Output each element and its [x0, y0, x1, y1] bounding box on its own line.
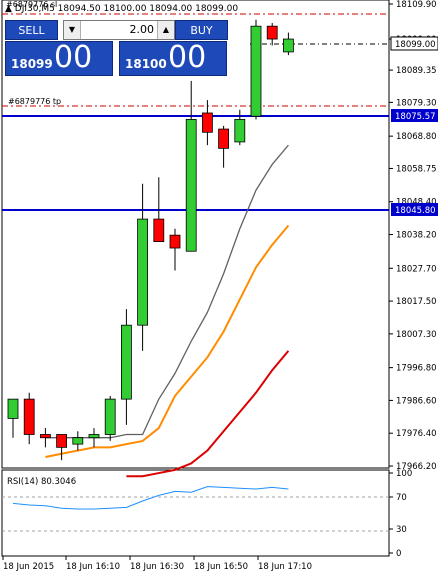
moving-average-ma-fast [45, 144, 289, 439]
price-tick-label: 17996.80 [396, 364, 437, 374]
candle-bullish [88, 434, 100, 439]
lot-decrease-icon[interactable]: ▼ [64, 21, 81, 39]
lot-increase-icon[interactable]: ▲ [157, 21, 174, 39]
moving-average-ma-mid [45, 224, 290, 458]
rsi-label: RSI(14) 80.3046 [7, 477, 76, 487]
rsi-series [12, 486, 289, 510]
candle-bearish [23, 398, 35, 435]
candle-bearish [169, 234, 181, 249]
time-tick-label: 18 Jun 16:10 [66, 562, 120, 572]
rsi-tick-label: 0 [396, 549, 401, 559]
order-sl-label: #6879776 sl [6, 0, 58, 9]
lot-size-field[interactable]: ▼ 2.00 ▲ [63, 20, 175, 40]
lower-line-tag [391, 203, 438, 216]
price-tick-label: 18109.90 [396, 0, 437, 10]
candle-bullish [137, 218, 149, 326]
price-tick-label: 18089.35 [396, 66, 437, 76]
time-axis: 18 Jun 2015 18 Jun 16:10 18 Jun 16:30 18 Ju… [2, 556, 312, 572]
candle-bearish [266, 25, 278, 40]
rsi-axis: 100 70 30 0 [389, 469, 412, 559]
time-tick-label: 18 Jun 17:10 [258, 562, 312, 572]
price-tick-label: 18058.75 [396, 164, 437, 174]
price-tick-label: 18068.80 [396, 132, 437, 142]
candle-bearish [153, 218, 165, 242]
candle-bullish [104, 398, 116, 435]
price-tick-label: 18079.30 [396, 98, 437, 108]
price-tick-label: 18027.70 [396, 264, 437, 274]
lower-line-tag-text: 18045.80 [395, 206, 436, 216]
current-price-tag-text: 18099.00 [395, 40, 436, 50]
one-click-trade-panel: SELL ▼ 2.00 ▲ BUY 18099 00 18100 00 [5, 19, 228, 76]
candle-bullish [282, 38, 294, 53]
candlesticks [7, 19, 294, 461]
upper-line-tag [391, 109, 438, 122]
moving-averages [45, 144, 290, 478]
chart-symbol-ohlc: ▲ DJI30,M5 18094.50 18100.00 18094.00 18… [5, 4, 239, 14]
take-profit-label: #6879776 tp [8, 97, 61, 106]
rsi-tick-label: 100 [396, 469, 412, 479]
rsi-panel-frame [1, 469, 390, 557]
candle-bullish [7, 398, 19, 419]
price-tick-label: 18048.40 [396, 198, 437, 208]
main-chart-frame [1, 0, 390, 469]
candle-bullish [250, 25, 262, 117]
upper-line-tag-text: 18075.57 [395, 112, 436, 122]
price-tick-label: 18038.20 [396, 231, 437, 241]
buy-price-small: 18100 [125, 57, 167, 71]
time-tick-label: 18 Jun 16:30 [130, 562, 184, 572]
buy-button[interactable]: BUY [175, 20, 228, 40]
sell-price-small: 18099 [11, 57, 53, 71]
candle-bearish [56, 434, 67, 448]
price-axis: 18109.90 18099.00 18089.35 18079.30 18068.80… [389, 0, 437, 472]
price-tick-label: 17986.60 [396, 396, 437, 406]
price-tick-label: 17976.40 [396, 429, 437, 439]
buy-price-big: 00 [168, 40, 207, 75]
time-tick-label: 18 Jun 2015 [3, 562, 54, 572]
rsi-tick-label: 30 [396, 525, 407, 535]
lot-size-value[interactable]: 2.00 [129, 23, 155, 36]
price-tick-label: 17966.20 [396, 462, 437, 472]
buy-price-box[interactable]: 18100 00 [119, 40, 227, 76]
moving-average-ma-slow [126, 350, 290, 478]
rsi-tick-label: 70 [396, 493, 407, 503]
sell-price-big: 00 [54, 40, 93, 75]
candle-bullish [121, 324, 132, 400]
candle-bullish [185, 119, 197, 252]
candle-bullish [72, 437, 84, 445]
candle-bearish [201, 112, 213, 133]
candle-bearish [40, 434, 51, 439]
current-price-tag [390, 36, 438, 51]
price-tick-label: 18017.50 [396, 297, 437, 307]
sell-price-box[interactable]: 18099 00 [5, 40, 113, 76]
rsi-line [12, 486, 289, 510]
candle-bullish [234, 119, 246, 143]
time-tick-label: 18 Jun 16:50 [194, 562, 248, 572]
price-tick-label: 18007.30 [396, 330, 437, 340]
candle-bearish [218, 128, 230, 149]
sell-button[interactable]: SELL [5, 20, 58, 40]
